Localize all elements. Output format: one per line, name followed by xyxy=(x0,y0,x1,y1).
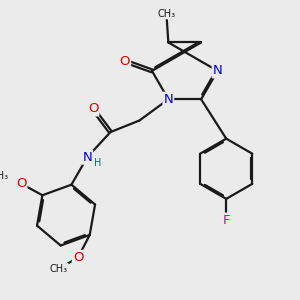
Text: F: F xyxy=(223,214,230,226)
Text: H: H xyxy=(94,158,102,168)
Text: N: N xyxy=(82,151,92,164)
Text: N: N xyxy=(164,93,173,106)
Text: CH₃: CH₃ xyxy=(157,8,176,19)
Text: O: O xyxy=(16,177,26,190)
Text: N: N xyxy=(213,64,222,77)
Text: O: O xyxy=(120,55,130,68)
Text: O: O xyxy=(73,251,83,264)
Text: CH₃: CH₃ xyxy=(0,171,9,181)
Text: O: O xyxy=(88,102,98,116)
Text: CH₃: CH₃ xyxy=(50,264,68,274)
